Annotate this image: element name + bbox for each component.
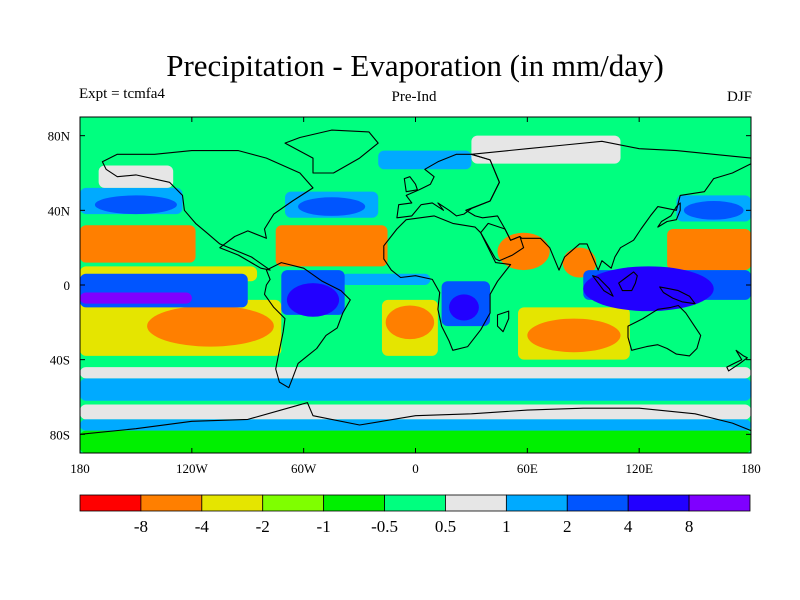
y-tick-label-3: 40S <box>50 353 70 368</box>
colorbar: -8 -4 -2 -1 -0.5 0.5 1 2 4 8 <box>79 494 751 536</box>
y-tick-label-0: 80N <box>48 129 71 144</box>
colorbar-swatch-1 <box>140 494 203 512</box>
colorbar-label-1: -4 <box>195 517 210 536</box>
pe-region-9 <box>385 305 435 340</box>
y-tick-label-2: 0 <box>64 278 71 293</box>
colorbar-swatch-2 <box>201 494 264 512</box>
colorbar-swatch-0 <box>79 494 142 512</box>
colorbar-label-0: -8 <box>134 517 148 536</box>
coastline-japan <box>657 202 681 228</box>
colorbar-swatch-6 <box>445 494 507 512</box>
pe-region-19 <box>80 292 192 304</box>
coastline-uk <box>403 176 418 193</box>
coastline-australia <box>627 304 702 357</box>
colorbar-label-5: 0.5 <box>435 517 456 536</box>
y-tick-label-4: 80S <box>50 427 70 442</box>
pe-region-3 <box>80 419 751 431</box>
colorbar-label-7: 2 <box>563 517 572 536</box>
x-tick-label-1: 120W <box>176 461 209 476</box>
coastline-madagascar <box>496 310 510 333</box>
coastline-north-america <box>101 150 314 271</box>
colorbar-label-4: -0.5 <box>371 517 398 536</box>
pe-region-2 <box>80 404 751 420</box>
pe-region-31 <box>683 201 744 220</box>
pe-region-23 <box>583 266 714 312</box>
colorbar-swatch-7 <box>505 494 568 512</box>
pe-region-25 <box>449 294 479 321</box>
colorbar-label-3: -1 <box>317 517 331 536</box>
pe-region-34 <box>471 135 621 164</box>
colorbar-swatch-3 <box>262 494 325 512</box>
pe-region-32 <box>98 165 174 188</box>
coastline-antarctica <box>80 402 751 453</box>
colorbar-swatch-8 <box>566 494 629 512</box>
season-label: DJF <box>727 89 752 105</box>
coastline-south-america <box>263 262 351 389</box>
x-tick-label-0: 180 <box>70 461 90 476</box>
colorbar-label-2: -2 <box>256 517 270 536</box>
pe-region-33 <box>378 150 472 170</box>
coastline-new-guinea <box>659 286 696 305</box>
pe-region-4 <box>80 430 751 453</box>
x-tick-label-4: 60E <box>517 461 538 476</box>
coastline-africa <box>383 215 512 351</box>
map-plot-area <box>80 117 751 453</box>
coastline-arabia <box>480 222 525 262</box>
coastline-sumatra <box>592 275 614 297</box>
colorbar-swatch-4 <box>323 494 385 512</box>
pe-region-24 <box>286 283 340 317</box>
pe-region-1 <box>80 367 751 379</box>
x-tick-label-5: 120E <box>625 461 653 476</box>
x-tick-label-6: 180 <box>741 461 761 476</box>
x-tick-label-2: 60W <box>291 461 317 476</box>
coastline-layer <box>80 129 751 453</box>
pe-region-14 <box>497 232 550 271</box>
pe-region-8 <box>147 305 274 347</box>
colorbar-label-8: 4 <box>624 517 633 536</box>
colorbar-swatch-10 <box>688 494 751 512</box>
coastline-greenland <box>284 129 379 174</box>
colorbar-label-6: 1 <box>502 517 511 536</box>
colorbar-label-9: 8 <box>685 517 694 536</box>
colorbar-swatch-9 <box>627 494 690 512</box>
period-label: Pre-Ind <box>392 89 437 105</box>
pe-region-12 <box>275 225 388 267</box>
coastline-borneo <box>618 271 638 292</box>
pe-region-29 <box>94 195 177 215</box>
pe-region-10 <box>527 318 621 353</box>
experiment-label: Expt = tcmfa4 <box>79 86 165 102</box>
longitude-axis: 180 120W 60W 0 60E 120E 180 <box>70 117 761 476</box>
colorbar-swatch-5 <box>384 494 446 512</box>
pe-region-0 <box>80 378 751 401</box>
chart-title: Precipitation - Evaporation (in mm/day) <box>166 48 664 83</box>
coastline-asia <box>465 140 751 271</box>
pe-region-13 <box>667 229 751 271</box>
latitude-axis: 80N 40N 0 40S 80S <box>48 129 751 442</box>
pe-region-15 <box>562 247 597 278</box>
pe-region-30 <box>298 197 366 216</box>
coastline-new-zealand <box>726 349 748 372</box>
pe-field-layer <box>80 135 751 453</box>
pe-region-11 <box>80 225 196 263</box>
x-tick-label-3: 0 <box>412 461 419 476</box>
y-tick-label-1: 40N <box>48 203 71 218</box>
